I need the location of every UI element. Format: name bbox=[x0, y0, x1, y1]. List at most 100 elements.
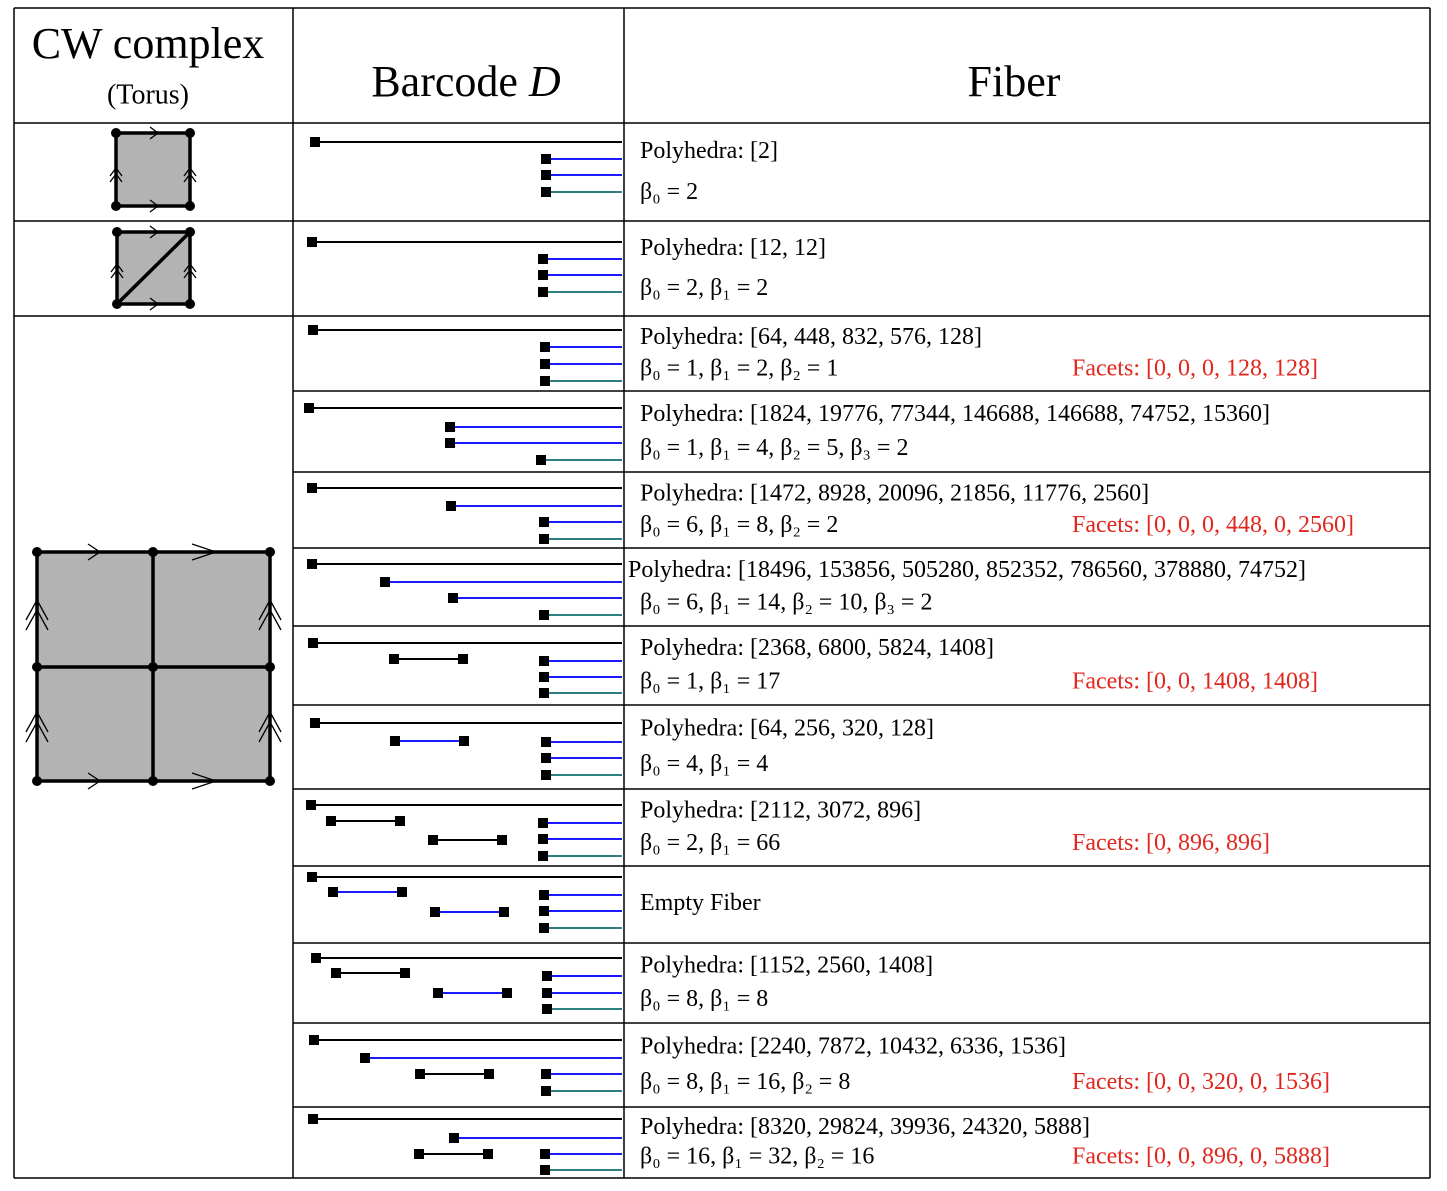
cw-triangulated bbox=[110, 225, 197, 311]
bar-start bbox=[540, 342, 550, 352]
bar-start bbox=[539, 517, 549, 527]
bar-end bbox=[400, 968, 410, 978]
bar-start bbox=[390, 736, 400, 746]
bar-start bbox=[541, 170, 551, 180]
bar-start bbox=[389, 654, 399, 664]
barcode-word: Barcode bbox=[371, 57, 518, 106]
bar-start bbox=[328, 887, 338, 897]
bar-start bbox=[538, 818, 548, 828]
bar-start bbox=[541, 187, 551, 197]
bar-start bbox=[415, 1069, 425, 1079]
polyhedra: Polyhedra: [18496, 153856, 505280, 85235… bbox=[628, 557, 1306, 583]
polyhedra: Polyhedra: [1152, 2560, 1408] bbox=[640, 953, 933, 979]
facets: Facets: [0, 0, 0, 128, 128] bbox=[1072, 356, 1318, 382]
facets: Facets: [0, 896, 896] bbox=[1072, 830, 1270, 856]
bar-start bbox=[539, 610, 549, 620]
facets: Facets: [0, 0, 320, 0, 1536] bbox=[1072, 1069, 1330, 1095]
bar-start bbox=[331, 968, 341, 978]
bar-start bbox=[540, 1149, 550, 1159]
bar-start bbox=[428, 835, 438, 845]
bar-start bbox=[445, 438, 455, 448]
bar-start bbox=[448, 593, 458, 603]
betti: β₀ = 2, β₁ = 2 bbox=[640, 275, 768, 301]
cw-grid bbox=[25, 543, 282, 790]
polyhedra: Empty Fiber bbox=[640, 890, 761, 916]
bar-start bbox=[445, 422, 455, 432]
bar-start bbox=[308, 638, 318, 648]
bar-start bbox=[539, 923, 549, 933]
bar-end bbox=[502, 988, 512, 998]
polyhedra: Polyhedra: [2368, 6800, 5824, 1408] bbox=[640, 635, 994, 661]
polyhedra: Polyhedra: [64, 448, 832, 576, 128] bbox=[640, 324, 982, 350]
bar-start bbox=[539, 672, 549, 682]
bar-end bbox=[483, 1149, 493, 1159]
bar-start bbox=[414, 1149, 424, 1159]
bar-start bbox=[540, 359, 550, 369]
polyhedra: Polyhedra: [1472, 8928, 20096, 21856, 11… bbox=[640, 480, 1149, 506]
betti: β₀ = 6, β₁ = 14, β₂ = 10, β₃ = 2 bbox=[640, 590, 932, 616]
bar-end bbox=[395, 816, 405, 826]
bar-end bbox=[397, 887, 407, 897]
bar-start bbox=[540, 1165, 550, 1175]
facets: Facets: [0, 0, 1408, 1408] bbox=[1072, 668, 1318, 694]
bar-start bbox=[538, 851, 548, 861]
bar-start bbox=[539, 656, 549, 666]
bar-start bbox=[360, 1053, 370, 1063]
bar-start bbox=[542, 1004, 552, 1014]
header-cw-subtitle: (Torus) bbox=[107, 79, 189, 110]
bar-start bbox=[309, 1035, 319, 1045]
betti: β₀ = 1, β₁ = 17 bbox=[640, 668, 780, 694]
bar-start bbox=[380, 577, 390, 587]
polyhedra: Polyhedra: [2112, 3072, 896] bbox=[640, 798, 921, 824]
bar-start bbox=[446, 501, 456, 511]
header-cw: CW complex bbox=[32, 19, 265, 68]
bar-end bbox=[484, 1069, 494, 1079]
betti: β₀ = 4, β₁ = 4 bbox=[640, 751, 768, 777]
bar-start bbox=[307, 872, 317, 882]
betti: β₀ = 2, β₁ = 66 bbox=[640, 830, 780, 856]
bar-end bbox=[499, 907, 509, 917]
bar-end bbox=[459, 736, 469, 746]
bar-start bbox=[306, 800, 316, 810]
header-fiber: Fiber bbox=[968, 57, 1061, 106]
bar-start bbox=[307, 237, 317, 247]
bar-start bbox=[539, 890, 549, 900]
polyhedra: Polyhedra: [2240, 7872, 10432, 6336, 153… bbox=[640, 1034, 1066, 1060]
bar-start bbox=[539, 534, 549, 544]
bar-start bbox=[541, 770, 551, 780]
cw-square bbox=[109, 126, 197, 213]
betti: β₀ = 16, β₁ = 32, β₂ = 16 bbox=[640, 1144, 874, 1170]
bar-start bbox=[542, 971, 552, 981]
betti: β₀ = 8, β₁ = 8 bbox=[640, 986, 768, 1012]
facets: Facets: [0, 0, 0, 448, 0, 2560] bbox=[1072, 512, 1354, 538]
barcode-symbol: D bbox=[528, 57, 561, 106]
bar-start bbox=[308, 325, 318, 335]
bar-start bbox=[541, 1086, 551, 1096]
bar-start bbox=[539, 906, 549, 916]
bar-start bbox=[433, 988, 443, 998]
polyhedra: Polyhedra: [1824, 19776, 77344, 146688, … bbox=[640, 401, 1270, 427]
bar-start bbox=[536, 455, 546, 465]
bar-start bbox=[449, 1133, 459, 1143]
bar-start bbox=[539, 688, 549, 698]
bar-start bbox=[308, 1114, 318, 1124]
polyhedra: Polyhedra: [2] bbox=[640, 138, 778, 164]
bar-start bbox=[304, 403, 314, 413]
betti: β₀ = 8, β₁ = 16, β₂ = 8 bbox=[640, 1069, 850, 1095]
bar-start bbox=[326, 816, 336, 826]
bar-end bbox=[458, 654, 468, 664]
bar-start bbox=[430, 907, 440, 917]
betti: β₀ = 1, β₁ = 2, β₂ = 1 bbox=[640, 356, 838, 382]
bar-start bbox=[310, 718, 320, 728]
header-barcode: Barcode D bbox=[371, 57, 561, 106]
table-grid bbox=[13, 7, 1431, 1179]
bar-start bbox=[542, 988, 552, 998]
bar-start bbox=[541, 737, 551, 747]
bar-start bbox=[538, 254, 548, 264]
betti: β₀ = 6, β₁ = 8, β₂ = 2 bbox=[640, 512, 838, 538]
betti: β₀ = 2 bbox=[640, 179, 698, 205]
polyhedra: Polyhedra: [12, 12] bbox=[640, 235, 826, 261]
betti: β₀ = 1, β₁ = 4, β₂ = 5, β₃ = 2 bbox=[640, 435, 908, 461]
facets: Facets: [0, 0, 896, 0, 5888] bbox=[1072, 1144, 1330, 1170]
